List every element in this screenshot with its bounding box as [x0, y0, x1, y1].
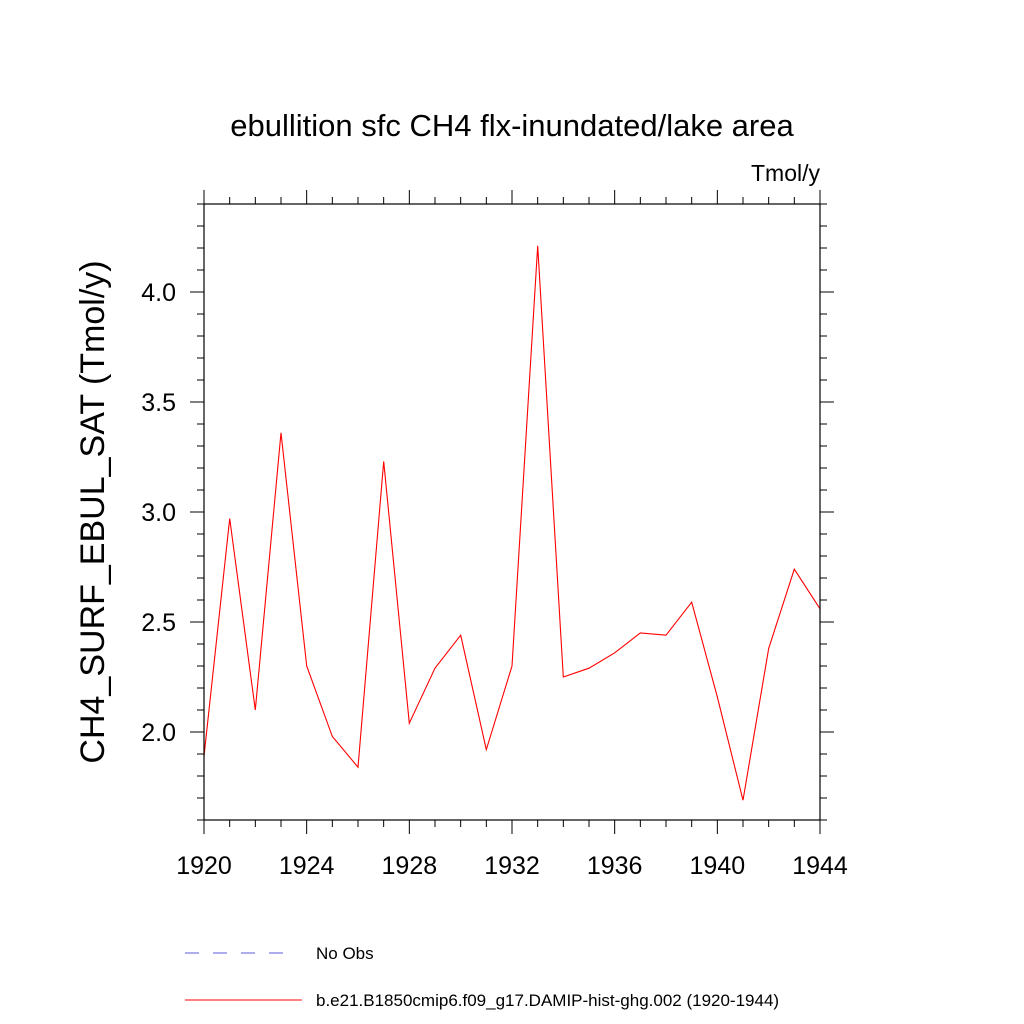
x-tick-label: 1940: [690, 852, 746, 880]
x-axis-ticks: [203, 190, 821, 834]
units-label: Tmol/y: [751, 160, 821, 186]
legend-label-no-obs: No Obs: [316, 944, 374, 963]
plot-frame: [203, 203, 821, 821]
x-tick-label: 1928: [382, 852, 438, 880]
x-tick-label: 1944: [792, 852, 848, 880]
y-tick-label: 2.5: [141, 609, 176, 637]
x-tick-label: 1932: [484, 852, 540, 880]
y-tick-label: 3.5: [141, 389, 176, 417]
y-tick-label: 3.0: [141, 499, 176, 527]
y-tick-label: 4.0: [141, 279, 176, 307]
x-axis-tick-labels: 1920 1924 1928 1932 1936 1940 1944: [176, 852, 848, 880]
chart-title: ebullition sfc CH4 flx-inundated/lake ar…: [230, 108, 794, 143]
x-tick-label: 1920: [176, 852, 232, 880]
series-layer: [203, 245, 821, 801]
y-axis-tick-labels: 2.0 2.5 3.0 3.5 4.0: [141, 279, 176, 747]
y-axis-label: CH4_SURF_EBUL_SAT (Tmol/y): [74, 260, 112, 763]
legend-label-series: b.e21.B1850cmip6.f09_g17.DAMIP-hist-ghg.…: [316, 991, 779, 1010]
legend: No Obs b.e21.B1850cmip6.f09_g17.DAMIP-hi…: [185, 944, 779, 1010]
series-line: [203, 245, 821, 801]
x-tick-label: 1936: [587, 852, 643, 880]
y-tick-label: 2.0: [141, 719, 176, 747]
x-tick-label: 1924: [279, 852, 335, 880]
y-axis-ticks: [190, 203, 834, 821]
